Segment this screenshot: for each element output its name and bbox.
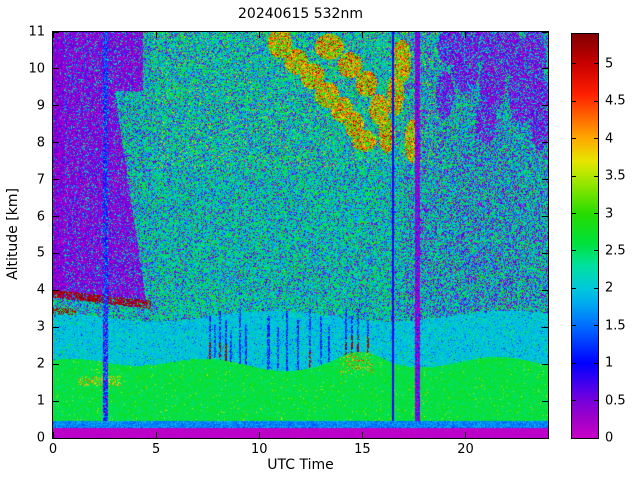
x-tick <box>52 32 54 38</box>
x-tick-label: 10 <box>250 442 268 457</box>
colorbar-tick <box>572 437 576 439</box>
x-tick <box>155 432 157 438</box>
y-tick <box>542 105 548 107</box>
colorbar-tick <box>594 287 598 289</box>
colorbar-tick <box>572 100 576 102</box>
y-tick <box>53 216 59 218</box>
colorbar-canvas <box>572 34 598 438</box>
x-tick-label: 15 <box>354 442 371 457</box>
colorbar-tick-label: 0 <box>605 430 614 446</box>
colorbar-tick <box>594 213 598 215</box>
colorbar-tick-label: 4.5 <box>605 93 626 109</box>
x-tick <box>465 432 466 438</box>
colorbar-tick <box>572 213 576 215</box>
colorbar-tick-label: 0.5 <box>605 393 626 409</box>
colorbar-tick-label: 4 <box>605 131 614 147</box>
y-tick <box>53 105 59 107</box>
y-tick <box>53 142 59 144</box>
x-tick <box>361 432 363 438</box>
colorbar-tick-label: 3.5 <box>605 168 626 184</box>
colorbar-tick <box>594 437 598 439</box>
y-tick-label: 2 <box>36 356 45 372</box>
x-tick-label: 20 <box>457 442 474 457</box>
colorbar-tick <box>594 362 598 364</box>
colorbar-tick <box>572 138 576 140</box>
y-tick <box>542 326 548 328</box>
colorbar-tick-label: 2.5 <box>605 243 626 259</box>
y-tick-label: 0 <box>36 430 45 446</box>
x-tick <box>258 32 260 38</box>
x-tick <box>361 32 363 38</box>
y-tick <box>53 31 59 33</box>
y-tick <box>53 363 59 365</box>
chart-title: 20240615 532nm <box>238 6 363 22</box>
colorbar-tick <box>594 400 598 402</box>
colorbar-tick <box>594 100 598 102</box>
x-tick <box>465 32 466 38</box>
y-tick <box>53 68 59 70</box>
colorbar-tick <box>594 63 598 65</box>
y-tick <box>542 31 548 33</box>
colorbar-tick-label: 3 <box>605 206 614 222</box>
y-tick-label: 5 <box>36 245 45 261</box>
y-tick-label: 1 <box>36 393 45 409</box>
x-tick <box>155 32 157 38</box>
y-tick-label: 10 <box>28 61 45 77</box>
x-tick-label: 5 <box>151 442 161 457</box>
heatmap-canvas <box>53 32 548 438</box>
y-tick <box>542 179 548 181</box>
colorbar-tick-label: 1.5 <box>605 318 626 334</box>
y-tick <box>542 142 548 144</box>
colorbar-tick <box>572 362 576 364</box>
heatmap-plot-area <box>52 31 549 439</box>
y-tick <box>542 363 548 365</box>
colorbar-tick <box>572 63 576 65</box>
y-tick <box>53 400 59 402</box>
y-axis-label: Altitude [km] <box>5 188 21 280</box>
y-tick-label: 6 <box>36 209 45 225</box>
y-tick <box>53 437 59 439</box>
x-axis-label: UTC Time <box>267 457 334 473</box>
colorbar-tick <box>572 175 576 177</box>
colorbar-tick <box>572 325 576 327</box>
y-tick <box>542 437 548 439</box>
y-tick <box>542 252 548 254</box>
y-tick <box>53 326 59 328</box>
y-tick-label: 3 <box>36 319 45 335</box>
y-tick <box>53 179 59 181</box>
y-tick <box>53 252 59 254</box>
colorbar-tick <box>572 250 576 252</box>
colorbar-tick <box>594 325 598 327</box>
y-tick <box>542 289 548 291</box>
colorbar-tick <box>572 400 576 402</box>
colorbar-tick <box>594 175 598 177</box>
colorbar-tick <box>594 250 598 252</box>
y-tick-label: 4 <box>36 282 45 298</box>
colorbar <box>571 33 599 439</box>
y-tick-label: 9 <box>36 98 45 114</box>
colorbar-tick <box>572 287 576 289</box>
x-tick <box>258 432 260 438</box>
y-tick-label: 7 <box>36 172 45 188</box>
y-tick-label: 8 <box>36 135 45 151</box>
y-tick <box>53 289 59 291</box>
y-tick-label: 11 <box>28 24 45 40</box>
y-tick <box>542 216 548 218</box>
y-tick <box>542 68 548 70</box>
colorbar-tick-label: 2 <box>605 280 614 296</box>
x-tick <box>52 432 54 438</box>
y-tick <box>542 400 548 402</box>
colorbar-tick-label: 5 <box>605 56 614 72</box>
colorbar-tick <box>594 138 598 140</box>
colorbar-tick-label: 1 <box>605 355 614 371</box>
x-tick-label: 0 <box>48 442 58 457</box>
